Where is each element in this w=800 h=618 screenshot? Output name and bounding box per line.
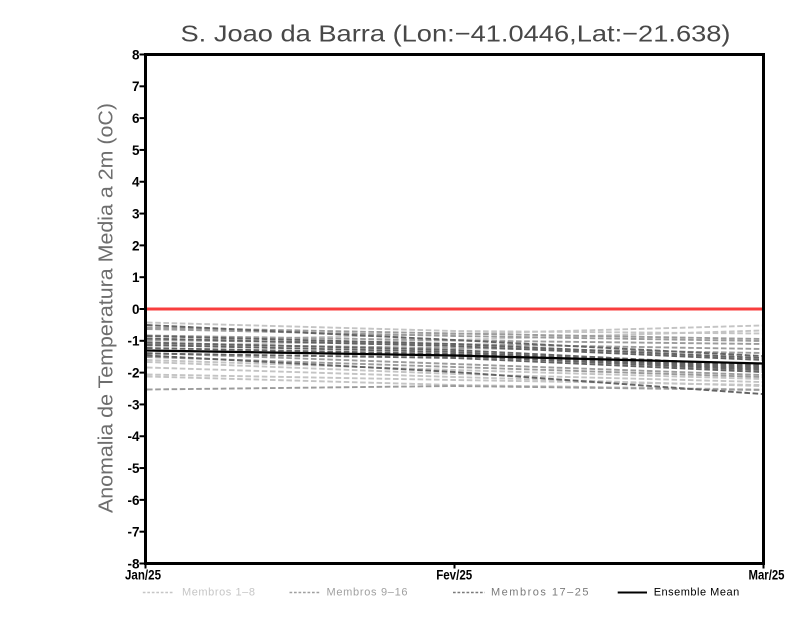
svg-text:-3: -3 — [127, 397, 139, 412]
svg-text:Anomalia de Temperatura Media: Anomalia de Temperatura Media a 2m (oC) — [96, 103, 118, 513]
svg-text:Fev/25: Fev/25 — [436, 568, 472, 583]
svg-text:0: 0 — [132, 302, 140, 317]
svg-text:-1: -1 — [127, 334, 139, 349]
svg-text:Mar/25: Mar/25 — [749, 568, 785, 583]
svg-text:Membros 9–16: Membros 9–16 — [327, 586, 408, 598]
svg-text:4: 4 — [132, 175, 140, 190]
svg-text:3: 3 — [132, 206, 140, 221]
svg-text:5: 5 — [132, 143, 140, 158]
svg-text:Ensemble Mean: Ensemble Mean — [654, 586, 740, 598]
svg-text:S. Joao da Barra (Lon:−41.0446: S. Joao da Barra (Lon:−41.0446,Lat:−21.6… — [181, 21, 731, 47]
svg-text:1: 1 — [132, 270, 140, 285]
svg-text:Jan/25: Jan/25 — [125, 568, 161, 583]
svg-text:-7: -7 — [127, 525, 139, 540]
svg-text:8: 8 — [132, 47, 140, 62]
svg-text:-4: -4 — [127, 429, 139, 444]
svg-text:Membros 1–8: Membros 1–8 — [182, 586, 255, 598]
svg-text:7: 7 — [132, 79, 140, 94]
svg-text:-8: -8 — [127, 556, 139, 571]
svg-text:6: 6 — [132, 111, 140, 126]
svg-text:-2: -2 — [127, 366, 139, 381]
svg-text:-5: -5 — [127, 461, 139, 476]
svg-text:Membros 17–25: Membros 17–25 — [491, 586, 589, 598]
svg-text:2: 2 — [132, 238, 140, 253]
svg-text:-6: -6 — [127, 493, 139, 508]
